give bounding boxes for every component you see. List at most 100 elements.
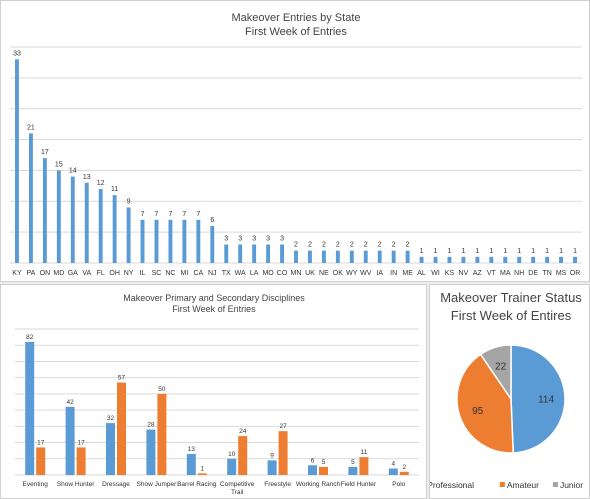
bar [84, 182, 89, 263]
bar [377, 250, 382, 263]
data-label: 50 [158, 386, 166, 393]
x-tick-label: IN [390, 270, 397, 277]
x-tick-label: CA [193, 270, 203, 277]
x-tick-label: Competitive [220, 481, 255, 488]
x-tick-label: KY [12, 270, 22, 277]
bar [573, 256, 577, 263]
x-tick-label: VA [82, 270, 91, 277]
primary-bar [65, 406, 75, 475]
secondary-bar [157, 393, 167, 475]
data-label: 2 [378, 242, 382, 249]
bar [559, 256, 564, 263]
bar [307, 250, 312, 263]
data-label: 7 [141, 211, 145, 218]
primary-bar [146, 429, 156, 475]
x-tick-label: ME [402, 270, 413, 277]
bar [461, 256, 466, 263]
data-label: 13 [83, 174, 91, 181]
bar [517, 256, 522, 263]
trainer-status-panel: Makeover Trainer Status First Week of En… [429, 284, 590, 499]
primary-bar [267, 460, 277, 475]
data-label: 2 [402, 464, 406, 471]
data-label: 10 [228, 451, 236, 458]
data-label: 2 [392, 242, 396, 249]
data-label: 1 [531, 248, 535, 255]
data-label: 3 [280, 235, 284, 242]
legend-label: Junior [560, 480, 583, 490]
x-tick-label: GA [68, 270, 78, 277]
x-tick-label: NY [124, 270, 134, 277]
bar [531, 256, 536, 263]
x-tick-label: SC [152, 270, 162, 277]
legend-label: Professional [430, 480, 474, 490]
data-label: 5 [351, 459, 355, 466]
legend-label: Amateur [507, 480, 539, 490]
x-tick-label: NH [514, 270, 524, 277]
data-label: 2 [322, 242, 326, 249]
primary-bar [25, 341, 35, 475]
data-label: 1 [200, 465, 204, 472]
bar [98, 188, 103, 263]
legend-swatch [552, 482, 558, 487]
data-label: 4 [391, 461, 395, 468]
disciplines-chart-subtitle: First Week of Entries [172, 304, 256, 314]
x-tick-label: VT [487, 270, 497, 277]
data-label: 6 [311, 457, 315, 464]
data-label: 2 [406, 242, 410, 249]
bar [489, 256, 494, 263]
bar [42, 158, 47, 263]
x-tick-label: ON [40, 270, 51, 277]
x-tick-label: KS [445, 270, 455, 277]
data-label: 11 [361, 449, 368, 456]
x-tick-label: IA [376, 270, 383, 277]
data-label: 6 [210, 217, 214, 224]
secondary-bar [238, 436, 248, 475]
x-tick-label: TX [222, 270, 231, 277]
data-label: 1 [489, 248, 493, 255]
data-label: 2 [336, 242, 340, 249]
secondary-bar [359, 457, 369, 475]
data-label: 3 [224, 235, 228, 242]
x-tick-label: Barrel Racing [177, 481, 217, 488]
data-label: 7 [196, 211, 200, 218]
x-tick-label: OH [109, 270, 120, 277]
secondary-bar [319, 466, 328, 475]
primary-bar [348, 466, 358, 475]
data-label: 1 [461, 248, 465, 255]
data-label: 1 [545, 248, 549, 255]
slice-label: 95 [472, 406, 484, 417]
bar [182, 219, 187, 263]
pie-slice [456, 353, 514, 454]
data-label: 7 [155, 211, 159, 218]
bar [15, 59, 19, 263]
bar [294, 250, 298, 263]
bar [363, 250, 368, 263]
bar [210, 225, 215, 263]
data-label: 1 [434, 248, 438, 255]
bar [238, 244, 243, 263]
data-label: 9 [270, 452, 274, 459]
data-label: 12 [97, 180, 105, 187]
slice-label: 22 [495, 361, 507, 372]
bar [419, 256, 424, 263]
secondary-bar [36, 447, 46, 475]
x-tick-label: Field Hunter [341, 481, 377, 488]
x-tick-label: Polo [392, 481, 405, 488]
primary-bar [186, 453, 196, 475]
x-tick-label: MD [53, 270, 64, 277]
bar [140, 219, 145, 263]
data-label: 21 [27, 124, 35, 131]
x-tick-label: Working Ranch [296, 481, 341, 488]
data-label: 1 [503, 248, 507, 255]
x-tick-label: NJ [208, 270, 217, 277]
x-tick-label: MA [500, 270, 511, 277]
data-label: 1 [448, 248, 452, 255]
x-tick-label: OR [570, 270, 581, 277]
data-label: 42 [66, 399, 74, 406]
bar [545, 256, 550, 263]
bar [168, 219, 173, 263]
x-tick-label: MO [262, 270, 274, 277]
data-label: 82 [26, 334, 34, 341]
state-chart-subtitle: First Week of Entries [245, 26, 347, 38]
trainer-chart-subtitle: First Week of Entires [451, 308, 572, 323]
